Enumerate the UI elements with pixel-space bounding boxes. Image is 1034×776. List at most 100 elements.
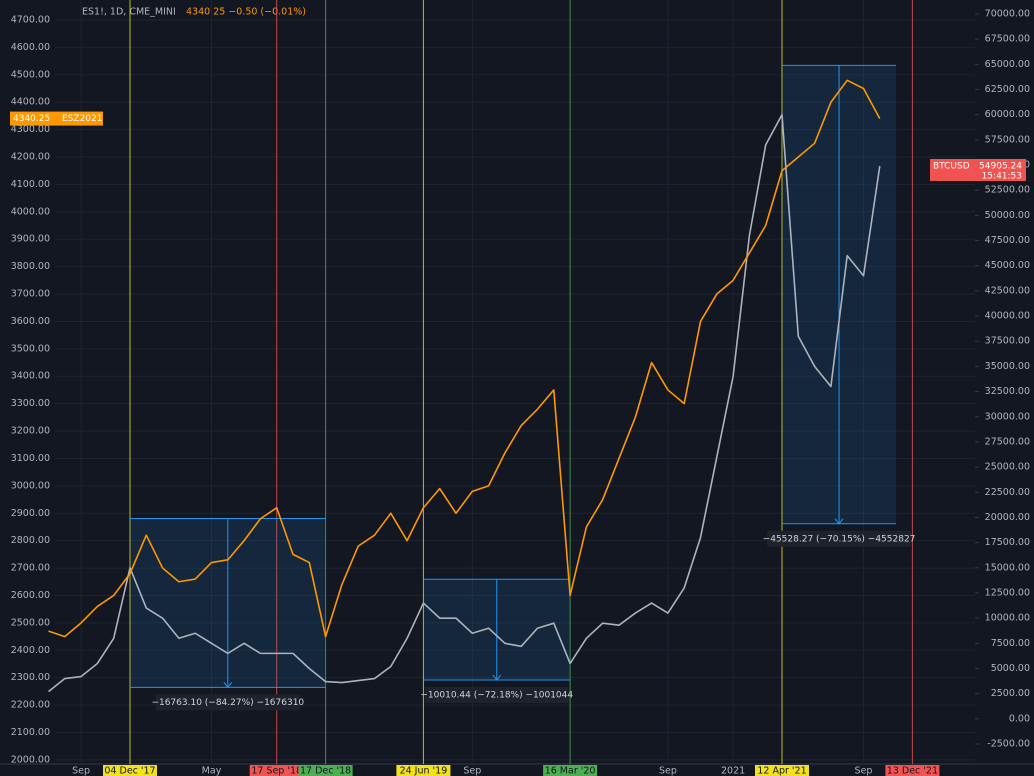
y-tick-label: 2300.00 [11, 672, 50, 683]
event-label: 13 Dec '21 [887, 766, 938, 776]
y-tick-label: 4600.00 [11, 42, 50, 53]
y2-tick-label: 12500.00 [985, 587, 1030, 598]
price-tag-countdown: 15:41:53 [982, 171, 1022, 181]
y-tick-label: 4100.00 [11, 179, 50, 190]
event-label-bg [396, 765, 451, 776]
measure-arrowhead [492, 674, 502, 681]
grid [55, 0, 975, 764]
price-tag-value: 4340.25 [13, 114, 50, 124]
y-tick-label: 3200.00 [11, 426, 50, 437]
y2-tick-label: 45000.00 [985, 260, 1030, 271]
y-tick-label: 3400.00 [11, 371, 50, 382]
y2-tick-label: 60000.00 [985, 109, 1030, 120]
y-tick-label: 2100.00 [11, 727, 50, 738]
y2-tick-label: 47500.00 [985, 235, 1030, 246]
y2-tick-label: 27500.00 [985, 436, 1030, 447]
y-tick-label: 3000.00 [11, 480, 50, 491]
y-tick-label: 2400.00 [11, 645, 50, 656]
x-tick-label: Sep [72, 766, 90, 776]
y2-tick-label: -2500.00 [987, 739, 1030, 750]
y2-tick-label: 0.00 [1009, 713, 1030, 724]
y2-tick-label: 67500.00 [985, 34, 1030, 45]
measure-label-bg [155, 694, 300, 711]
y2-tick-label: 65000.00 [985, 59, 1030, 70]
y-tick-label: 2700.00 [11, 563, 50, 574]
y-tick-label: 4700.00 [11, 15, 50, 26]
x-tick-label: Sep [659, 766, 677, 776]
y2-tick-label: 52500.00 [985, 185, 1030, 196]
y2-tick-label: 32500.00 [985, 386, 1030, 397]
y-tick-label: 4300.00 [11, 124, 50, 135]
y-tick-label: 3600.00 [11, 316, 50, 327]
y2-tick-label: 7500.00 [991, 638, 1030, 649]
y2-tick-label: 10000.00 [985, 613, 1030, 624]
series-line [47, 113, 881, 693]
y-tick-label: 4400.00 [11, 97, 50, 108]
y2-tick-label: 40000.00 [985, 311, 1030, 322]
x-tick-label: 2021 [721, 766, 745, 776]
measure-label: −16763.10 (−84.27%) −1676310 [151, 698, 304, 708]
symbol: ES1!, 1D, CME_MINI [82, 7, 176, 18]
event-label-bg [249, 765, 304, 776]
y-tick-label: 4500.00 [11, 69, 50, 80]
event-label-bg [885, 765, 940, 776]
y2-tick-label: 57500.00 [985, 134, 1030, 145]
y-tick-label: 4000.00 [11, 206, 50, 217]
y2-tick-label: 50000.00 [985, 210, 1030, 221]
y2-tick-label: 15000.00 [985, 562, 1030, 573]
y2-tick-label: 22500.00 [985, 487, 1030, 498]
event-label: 24 Jun '19 [400, 766, 448, 776]
event-label-bg [543, 765, 598, 776]
price-tag [930, 158, 1026, 181]
quote: 4340.25 −0.50 (−0.01%) [186, 7, 306, 18]
y2-tick-label: 37500.00 [985, 336, 1030, 347]
price-tag [10, 111, 103, 126]
y-tick-label: 4200.00 [11, 152, 50, 163]
y-tick-label: 2500.00 [11, 617, 50, 628]
y-tick-label: 3900.00 [11, 234, 50, 245]
y-tick-label: 2600.00 [11, 590, 50, 601]
price-tag-name: ESZ2021 [62, 114, 102, 124]
x-tick-label: Sep [463, 766, 481, 776]
x-tick-label: Sep [855, 766, 873, 776]
measure-label: −45528.27 (−70.15%) −4552827 [763, 534, 916, 544]
right-axis-panel [975, 0, 1034, 764]
measure-label: −10010.44 (−72.18%) −1001044 [420, 690, 573, 700]
event-label: 12 Apr '21 [757, 766, 806, 776]
price-tag-name: BTCUSD [933, 161, 970, 171]
event-label-bg [755, 765, 809, 776]
event-label: 04 Dec '17 [104, 766, 155, 776]
series-line [48, 79, 881, 638]
measure-label-bg [424, 686, 569, 703]
y2-tick-label: 5000.00 [991, 663, 1030, 674]
y-tick-label: 2000.00 [11, 754, 50, 765]
y2-tick-label: 25000.00 [985, 462, 1030, 473]
y-tick-label: 3800.00 [11, 261, 50, 272]
measure-label-bg [767, 530, 912, 547]
y-tick-label: 2900.00 [11, 508, 50, 519]
price-tag-value: 54905.24 [979, 161, 1022, 171]
y2-tick-label: 42500.00 [985, 285, 1030, 296]
event-label: 17 Dec '18 [300, 766, 351, 776]
y2-tick-label: 70000.00 [985, 8, 1030, 19]
y2-tick-label: 2500.00 [991, 688, 1030, 699]
measure-arrowhead [223, 682, 233, 689]
y2-tick-label: 30000.00 [985, 411, 1030, 422]
y-tick-label: 2800.00 [11, 535, 50, 546]
event-label: 17 Sep '18 [251, 766, 302, 776]
y-tick-label: 3500.00 [11, 343, 50, 354]
event-label-bg [298, 765, 353, 776]
y2-tick-label: 62500.00 [985, 84, 1030, 95]
y2-tick-label: 35000.00 [985, 361, 1030, 372]
y2-tick-label: 17500.00 [985, 537, 1030, 548]
y-tick-label: 3300.00 [11, 398, 50, 409]
y-tick-label: 3700.00 [11, 289, 50, 300]
y-tick-label: 3100.00 [11, 453, 50, 464]
event-label-bg [103, 765, 157, 776]
y-tick-label: 2200.00 [11, 700, 50, 711]
y2-tick-label: 20000.00 [985, 512, 1030, 523]
event-label: 16 Mar '20 [545, 766, 596, 776]
x-tick-label: May [202, 766, 222, 776]
